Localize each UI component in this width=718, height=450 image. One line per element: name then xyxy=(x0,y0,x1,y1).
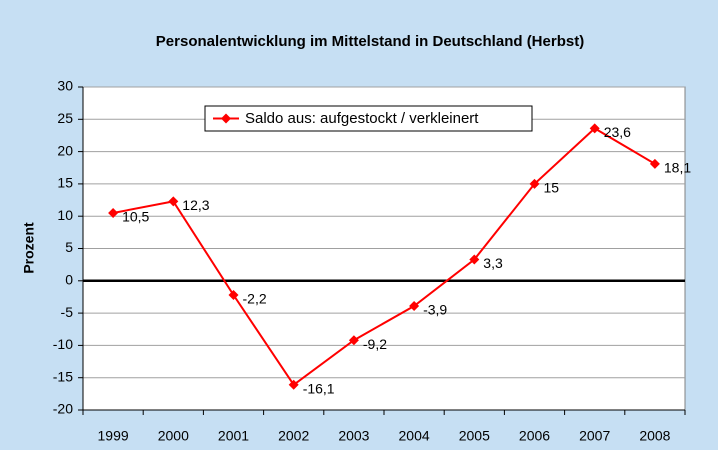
x-tick-label: 2002 xyxy=(278,428,309,444)
data-label: 18,1 xyxy=(664,160,691,176)
data-label: -16,1 xyxy=(303,381,335,397)
data-point xyxy=(168,196,179,207)
x-tick-label: 1999 xyxy=(98,428,129,444)
y-tick-label: 30 xyxy=(57,78,73,94)
y-tick-label: -15 xyxy=(53,368,73,384)
data-label: 12,3 xyxy=(182,197,209,213)
x-tick-label: 2001 xyxy=(218,428,249,444)
x-tick-label: 2000 xyxy=(158,428,189,444)
y-tick-label: 25 xyxy=(57,110,73,126)
legend-marker xyxy=(221,113,231,124)
y-axis-label: Prozent xyxy=(21,222,37,274)
data-point xyxy=(649,158,660,169)
series-line xyxy=(112,127,656,387)
data-point xyxy=(469,254,480,265)
x-tick-label: 2007 xyxy=(579,428,610,444)
legend-box xyxy=(204,105,533,132)
data-point xyxy=(409,300,420,311)
data-point xyxy=(228,290,239,301)
y-tick-label: 5 xyxy=(65,239,73,255)
data-point xyxy=(529,178,540,189)
y-tick-label: 0 xyxy=(65,272,73,288)
x-tick-label: 2003 xyxy=(338,428,369,444)
data-label: -9,2 xyxy=(363,336,387,352)
y-tick-label: -10 xyxy=(53,336,73,352)
y-tick-label: 20 xyxy=(57,142,73,158)
x-tick-label: 2004 xyxy=(399,428,430,444)
x-tick-label: 2008 xyxy=(639,428,670,444)
data-point xyxy=(589,123,600,134)
chart-title: Personalentwicklung im Mittelstand in De… xyxy=(156,33,584,50)
legend-label: Saldo aus: aufgestockt / verkleinert xyxy=(245,110,479,127)
x-tick-label: 2005 xyxy=(459,428,490,444)
data-point xyxy=(348,335,359,346)
y-tick-label: -20 xyxy=(53,401,73,417)
data-point xyxy=(108,207,119,218)
data-label: 3,3 xyxy=(483,255,503,271)
data-point xyxy=(288,379,299,390)
y-tick-label: 15 xyxy=(57,175,73,191)
y-tick-label: 10 xyxy=(57,207,73,223)
data-label: -3,9 xyxy=(423,302,447,318)
data-label: 23,6 xyxy=(604,124,631,140)
x-tick-label: 2006 xyxy=(519,428,550,444)
y-tick-label: -5 xyxy=(61,304,74,320)
data-label: 10,5 xyxy=(122,209,149,225)
data-label: -2,2 xyxy=(243,291,267,307)
data-label: 15 xyxy=(544,180,560,196)
